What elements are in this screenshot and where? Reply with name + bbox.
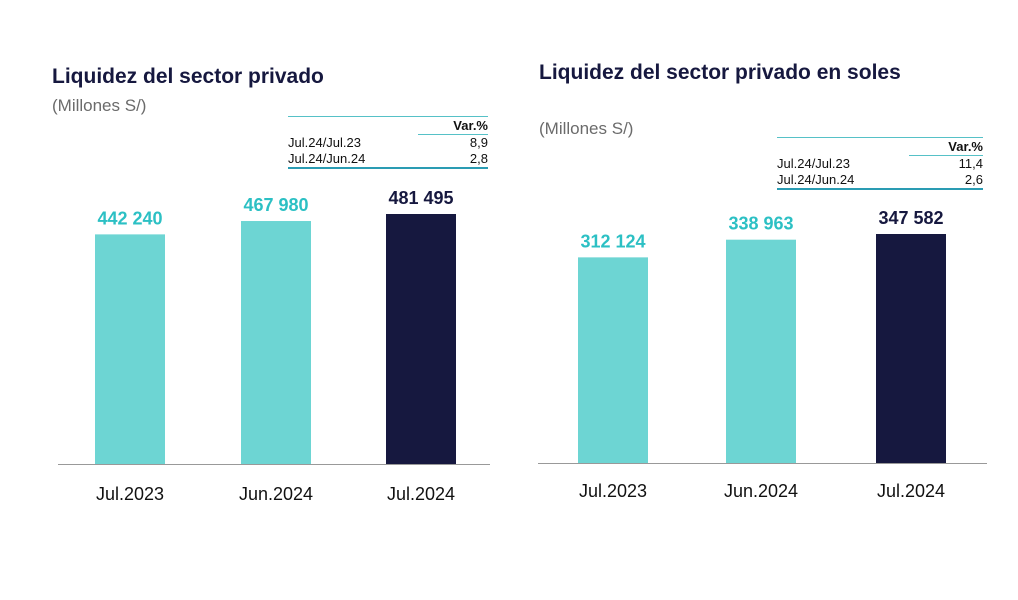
bar xyxy=(876,234,946,463)
data-label: 347 582 xyxy=(878,208,943,228)
chart-subtitle: (Millones S/) xyxy=(539,119,634,138)
variation-row-label: Jul.24/Jul.23 xyxy=(288,134,361,150)
chart-title: Liquidez del sector privado xyxy=(52,65,324,88)
variation-row-label: Jul.24/Jul.23 xyxy=(777,155,850,171)
variation-row-label: Jul.24/Jun.24 xyxy=(777,172,909,190)
variation-row: Jul.24/Jun.24 2,8 xyxy=(288,151,488,169)
data-label: 338 963 xyxy=(728,214,793,234)
bar-chart: 312 124 Jul.2023 338 963 Jun.2024 347 582 Jul… xyxy=(538,208,987,501)
variation-row: Jul.24/Jun.24 2,6 xyxy=(777,172,983,190)
variation-row-value: 8,9 xyxy=(418,134,488,151)
category-label: Jul.2024 xyxy=(877,481,945,501)
variation-row: Jul.24/Jul.23 11,4 xyxy=(777,155,983,172)
bar-chart: 442 240 Jul.2023 467 980 Jun.2024 481 495 Jul… xyxy=(58,188,490,504)
bar xyxy=(95,234,165,464)
variation-row-value: 2,6 xyxy=(909,172,983,190)
chart-subtitle: (Millones S/) xyxy=(52,96,147,115)
category-label: Jun.2024 xyxy=(724,481,798,501)
chart-panel-right: Liquidez del sector privado en soles (Mi… xyxy=(509,0,1018,600)
data-label: 442 240 xyxy=(97,208,162,228)
category-label: Jun.2024 xyxy=(239,484,313,504)
category-label: Jul.2023 xyxy=(579,481,647,501)
bar xyxy=(726,239,796,463)
data-label: 312 124 xyxy=(580,231,645,251)
data-label: 481 495 xyxy=(388,188,453,208)
variation-header: Var.% xyxy=(418,116,488,135)
variation-row-value: 2,8 xyxy=(418,151,488,169)
bar xyxy=(241,221,311,464)
bar xyxy=(386,214,456,464)
variation-table: Var.% Jul.24/Jul.23 11,4 Jul.24/Jun.24 2… xyxy=(777,137,983,190)
variation-row-value: 11,4 xyxy=(909,155,983,172)
chart-panel-left: Liquidez del sector privado (Millones S/… xyxy=(52,65,490,504)
variation-table: Var.% Jul.24/Jul.23 8,9 Jul.24/Jun.24 2,… xyxy=(288,116,488,169)
variation-row: Jul.24/Jul.23 8,9 xyxy=(288,134,488,151)
category-label: Jul.2024 xyxy=(387,484,455,504)
data-label: 467 980 xyxy=(243,195,308,215)
chart-title: Liquidez del sector privado en soles xyxy=(539,61,901,84)
variation-row-label: Jul.24/Jun.24 xyxy=(288,151,418,169)
variation-header: Var.% xyxy=(909,137,983,156)
category-label: Jul.2023 xyxy=(96,484,164,504)
bar xyxy=(578,257,648,463)
